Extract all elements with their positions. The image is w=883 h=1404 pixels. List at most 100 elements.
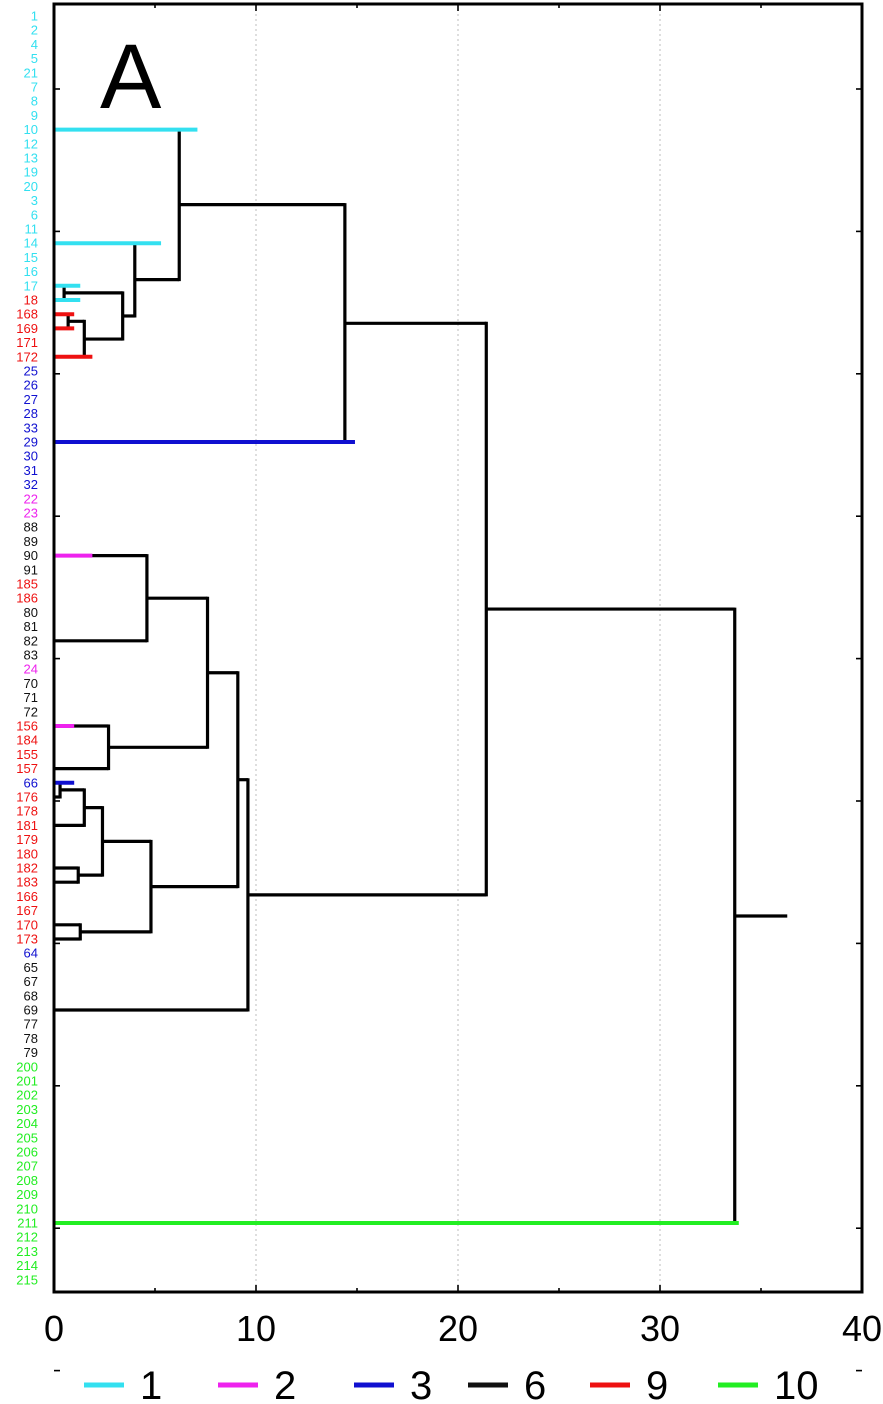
leaf-label: 184 <box>16 733 38 748</box>
leaf-label: 78 <box>24 1031 38 1046</box>
leaf-label: 25 <box>24 364 38 379</box>
leaf-label: 204 <box>16 1116 38 1131</box>
leaf-label: 156 <box>16 719 38 734</box>
leaf-labels: 1245217891012131920361114151617181681691… <box>16 9 38 1288</box>
leaf-label: 1 <box>31 9 38 24</box>
leaf-label: 90 <box>24 548 38 563</box>
leaf-label: 166 <box>16 889 38 904</box>
legend-label: 2 <box>274 1364 296 1404</box>
leaf-label: 77 <box>24 1017 38 1032</box>
leaf-label: 167 <box>16 903 38 918</box>
leaf-label: 183 <box>16 875 38 890</box>
legend-label: 1 <box>140 1364 162 1404</box>
leaf-label: 9 <box>31 108 38 123</box>
leaf-label: 168 <box>16 307 38 322</box>
axis-ticks: 0 10 20 30 40 <box>44 4 882 1372</box>
leaf-label: 83 <box>24 648 38 663</box>
leaf-label: 11 <box>25 222 39 237</box>
leaf-label: 176 <box>16 790 38 805</box>
leaf-label: 213 <box>16 1244 38 1259</box>
leaf-label: 13 <box>24 151 38 166</box>
leaf-label: 68 <box>24 988 38 1003</box>
leaf-label: 179 <box>16 832 38 847</box>
leaf-label: 6 <box>31 207 38 222</box>
leaf-label: 5 <box>31 51 38 66</box>
leaf-label: 171 <box>16 335 38 350</box>
leaf-label: 215 <box>16 1272 38 1287</box>
leaf-label: 71 <box>24 690 38 705</box>
leaf-label: 81 <box>24 619 38 634</box>
leaf-label: 155 <box>16 747 38 762</box>
leaf-label: 201 <box>16 1074 38 1089</box>
legend-label: 3 <box>410 1364 432 1404</box>
leaf-label: 208 <box>16 1173 38 1188</box>
leaf-label: 172 <box>16 349 38 364</box>
leaf-label: 80 <box>24 605 38 620</box>
leaf-label: 88 <box>24 520 38 535</box>
leaf-label: 180 <box>16 846 38 861</box>
leaf-label: 185 <box>16 577 38 592</box>
dendrogram-links <box>54 127 788 1225</box>
leaf-label: 173 <box>16 932 38 947</box>
panel-label: A <box>100 26 162 128</box>
leaf-label: 22 <box>24 491 38 506</box>
x-tick-label: 10 <box>236 1308 276 1349</box>
leaf-label: 210 <box>16 1201 38 1216</box>
leaf-label: 29 <box>24 435 38 450</box>
leaf-label: 169 <box>16 321 38 336</box>
leaf-label: 17 <box>24 278 38 293</box>
legend-label: 10 <box>774 1364 819 1404</box>
grid-lines <box>255 4 661 1292</box>
leaf-label: 209 <box>16 1187 38 1202</box>
leaf-label: 67 <box>24 974 38 989</box>
leaf-label: 28 <box>24 406 38 421</box>
leaf-label: 23 <box>24 506 38 521</box>
leaf-label: 16 <box>24 264 38 279</box>
leaf-label: 157 <box>16 761 38 776</box>
x-tick-label: 20 <box>438 1308 478 1349</box>
leaf-label: 2 <box>31 23 38 38</box>
leaf-label: 12 <box>24 136 38 151</box>
leaf-label: 203 <box>16 1102 38 1117</box>
x-tick-label: 40 <box>842 1308 882 1349</box>
x-tick-label: 30 <box>640 1308 680 1349</box>
legend-label: 6 <box>524 1364 546 1404</box>
leaf-label: 72 <box>24 704 38 719</box>
legend: 1 2 3 6 9 10 <box>84 1364 819 1404</box>
leaf-label: 182 <box>16 861 38 876</box>
leaf-label: 26 <box>24 378 38 393</box>
leaf-label: 3 <box>31 193 38 208</box>
leaf-label: 211 <box>17 1216 38 1231</box>
leaf-label: 21 <box>24 65 38 80</box>
leaf-label: 14 <box>24 236 38 251</box>
leaf-label: 64 <box>24 946 38 961</box>
leaf-label: 214 <box>16 1258 38 1273</box>
leaf-label: 89 <box>24 534 38 549</box>
leaf-label: 79 <box>24 1045 38 1060</box>
leaf-label: 65 <box>24 960 38 975</box>
leaf-label: 91 <box>24 562 38 577</box>
leaf-label: 206 <box>16 1145 38 1160</box>
leaf-label: 186 <box>16 591 38 606</box>
leaf-label: 200 <box>16 1059 38 1074</box>
leaf-label: 31 <box>24 463 38 478</box>
leaf-label: 33 <box>24 420 38 435</box>
leaf-label: 202 <box>16 1088 38 1103</box>
leaf-label: 66 <box>24 775 38 790</box>
leaf-label: 10 <box>24 122 38 137</box>
leaf-label: 18 <box>24 293 38 308</box>
leaf-label: 20 <box>24 179 38 194</box>
leaf-label: 178 <box>16 804 38 819</box>
leaf-label: 7 <box>31 80 38 95</box>
leaf-label: 207 <box>16 1159 38 1174</box>
leaf-label: 30 <box>24 449 38 464</box>
leaf-label: 15 <box>24 250 38 265</box>
leaf-label: 212 <box>16 1230 38 1245</box>
leaf-label: 181 <box>16 818 38 833</box>
leaf-label: 69 <box>24 1003 38 1018</box>
leaf-label: 24 <box>24 662 38 677</box>
x-tick-label: 0 <box>44 1308 64 1349</box>
leaf-label: 27 <box>24 392 38 407</box>
leaf-label: 19 <box>24 165 38 180</box>
